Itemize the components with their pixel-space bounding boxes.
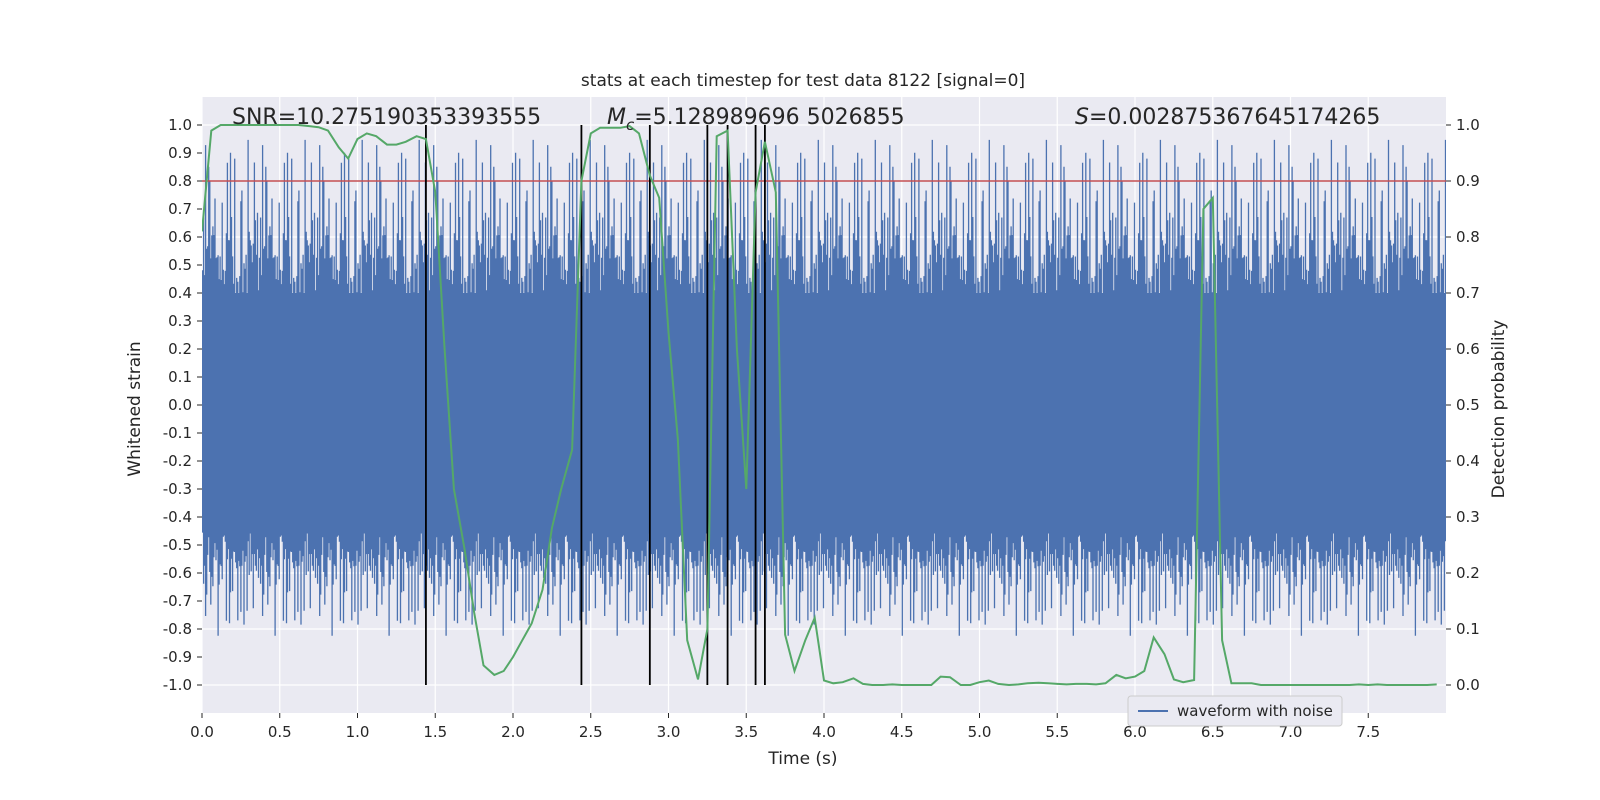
y-left-tick-label: -0.4 (163, 508, 192, 526)
y-left-tick-label: -0.2 (163, 452, 192, 470)
y-left-tick-label: -0.1 (163, 424, 192, 442)
y-axis-right-label: Detection probability (1489, 320, 1509, 499)
y-left-tick-label: -0.6 (163, 564, 192, 582)
x-tick-label: 6.0 (1123, 723, 1147, 741)
y-left-tick-label: -0.8 (163, 620, 192, 638)
y-left-tick-label: 0.8 (168, 172, 192, 190)
y-right-tick-label: 1.0 (1456, 116, 1480, 134)
x-tick-label: 4.5 (890, 723, 914, 741)
x-tick-label: 1.0 (346, 723, 370, 741)
strain-series (202, 139, 1446, 636)
x-tick-label: 2.5 (579, 723, 603, 741)
x-tick-label: 4.0 (812, 723, 836, 741)
probability-line (202, 124, 1437, 687)
x-tick-label: 0.5 (268, 723, 292, 741)
legend: waveform with noise (1127, 695, 1343, 727)
x-tick-label: 5.0 (968, 723, 992, 741)
y-left-tick-label: 0.0 (168, 396, 192, 414)
chart-title: stats at each timestep for test data 812… (581, 71, 1025, 91)
y-left-tick-label: -0.3 (163, 480, 192, 498)
y-left-tick-label: 0.5 (168, 256, 192, 274)
y-right-tick-label: 0.5 (1456, 396, 1480, 414)
x-tick-label: 7.0 (1279, 723, 1303, 741)
y-right-tick-label: 0.8 (1456, 228, 1480, 246)
y-right-tick-label: 0.6 (1456, 340, 1480, 358)
snr-annotation: SNR=10.275190353393555 (232, 105, 541, 130)
x-tick-label: 7.5 (1356, 723, 1380, 741)
y-axis-right-ticks: 0.0 0.1 0.2 0.3 0.4 0.5 0.6 0.7 0.8 0.9 1.0 (1446, 116, 1480, 694)
x-tick-label: 0.0 (190, 723, 214, 741)
y-right-tick-label: 0.3 (1456, 508, 1480, 526)
y-left-tick-label: 0.2 (168, 340, 192, 358)
y-right-tick-label: 0.2 (1456, 564, 1480, 582)
y-left-tick-label: -0.5 (163, 536, 192, 554)
x-tick-label: 2.0 (501, 723, 525, 741)
y-left-tick-label: 0.1 (168, 368, 192, 386)
s-annotation: S=0.002875367645174265 (1075, 105, 1380, 130)
y-left-tick-label: 0.9 (168, 144, 192, 162)
x-tick-label: 6.5 (1201, 723, 1225, 741)
y-axis-left-label: Whitened strain (125, 341, 145, 476)
y-left-tick-label: -0.9 (163, 648, 192, 666)
x-tick-label: 3.5 (734, 723, 758, 741)
x-axis-label: Time (s) (767, 749, 837, 769)
y-right-tick-label: 0.7 (1456, 284, 1480, 302)
chirp-mass-annotation: Mc=5.128989696 5026855 (607, 105, 905, 134)
y-left-tick-label: 0.7 (168, 200, 192, 218)
y-right-tick-label: 0.9 (1456, 172, 1480, 190)
y-left-tick-label: 0.4 (168, 284, 192, 302)
y-left-tick-label: -0.7 (163, 592, 192, 610)
y-axis-left-ticks: -1.0 -0.9 -0.8 -0.7 -0.6 -0.5 -0.4 -0.3 -0.2 -0.1… (163, 116, 202, 694)
y-right-tick-label: 0.4 (1456, 452, 1480, 470)
y-left-tick-label: 1.0 (168, 116, 192, 134)
x-tick-label: 5.5 (1045, 723, 1069, 741)
x-axis-ticks: 0.0 0.5 1.0 1.5 2.0 2.5 3.0 3.5 4.0 4.5 5.0 5.5 6.0 6… (190, 713, 1380, 741)
probability-series (202, 124, 1437, 687)
y-left-tick-label: -1.0 (163, 676, 192, 694)
x-tick-label: 3.0 (657, 723, 681, 741)
y-right-tick-label: 0.1 (1456, 620, 1480, 638)
y-right-tick-label: 0.0 (1456, 676, 1480, 694)
y-left-tick-label: 0.3 (168, 312, 192, 330)
legend-label: waveform with noise (1177, 702, 1333, 720)
y-left-tick-label: 0.6 (168, 228, 192, 246)
x-tick-label: 1.5 (423, 723, 447, 741)
